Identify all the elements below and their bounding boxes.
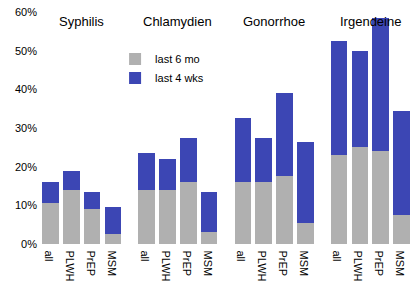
svg-text:Chlamydien: Chlamydien bbox=[143, 14, 212, 29]
svg-text:last 6 mo: last 6 mo bbox=[155, 53, 200, 65]
svg-text:0%: 0% bbox=[21, 238, 37, 250]
svg-text:50%: 50% bbox=[15, 45, 37, 57]
svg-text:PLWH: PLWH bbox=[256, 251, 268, 282]
svg-text:60%: 60% bbox=[15, 6, 37, 18]
svg-text:Gonorrhoe: Gonorrhoe bbox=[243, 14, 305, 29]
svg-text:MSM: MSM bbox=[202, 251, 214, 277]
svg-text:PLWH: PLWH bbox=[352, 251, 364, 282]
svg-text:PLWH: PLWH bbox=[160, 251, 172, 282]
svg-text:Syphilis: Syphilis bbox=[59, 14, 104, 29]
svg-text:PrEP: PrEP bbox=[373, 251, 385, 277]
svg-text:PrEP: PrEP bbox=[85, 251, 97, 277]
svg-text:MSM: MSM bbox=[298, 251, 310, 277]
svg-text:Irgendeine: Irgendeine bbox=[340, 14, 401, 29]
svg-text:MSM: MSM bbox=[106, 251, 118, 277]
svg-text:40%: 40% bbox=[15, 83, 37, 95]
svg-text:30%: 30% bbox=[15, 122, 37, 134]
svg-text:10%: 10% bbox=[15, 199, 37, 211]
svg-text:20%: 20% bbox=[15, 161, 37, 173]
svg-text:all: all bbox=[139, 251, 151, 262]
svg-text:PrEP: PrEP bbox=[277, 251, 289, 277]
svg-text:all: all bbox=[235, 251, 247, 262]
svg-text:PLWH: PLWH bbox=[64, 251, 76, 282]
svg-text:MSM: MSM bbox=[394, 251, 406, 277]
svg-text:all: all bbox=[331, 251, 343, 262]
svg-text:PrEP: PrEP bbox=[181, 251, 193, 277]
svg-text:all: all bbox=[43, 251, 55, 262]
svg-text:last 4 wks: last 4 wks bbox=[155, 72, 204, 84]
